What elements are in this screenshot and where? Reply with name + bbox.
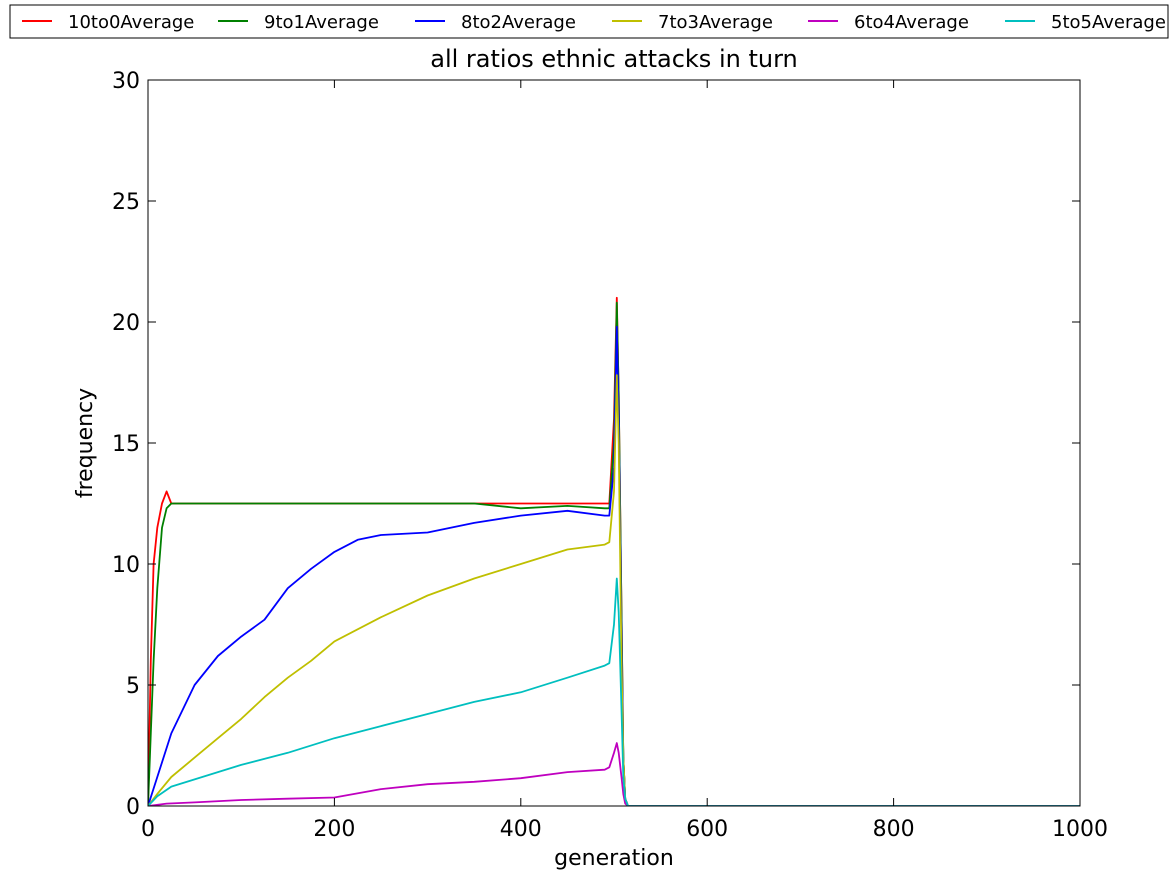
legend-label-7to3Average: 7to3Average [658,12,773,33]
y-tick-label: 20 [112,311,140,336]
y-axis-label: frequency [73,388,98,498]
legend-label-8to2Average: 8to2Average [461,12,576,33]
legend-label-9to1Average: 9to1Average [264,12,379,33]
y-tick-label: 30 [112,69,140,94]
x-tick-label: 600 [686,817,728,842]
legend-frame [9,4,1169,39]
x-axis-label: generation [554,846,674,871]
chart-title: all ratios ethnic attacks in turn [430,45,797,73]
y-tick-label: 5 [126,674,140,699]
series-layer [148,296,1080,806]
axis-ticks: 0 200 400 600 800 1000 0 5 10 15 20 25 30 [112,69,1108,842]
series-line-5to5Average [148,577,1080,806]
x-tick-label: 400 [500,817,542,842]
x-tick-label: 0 [141,817,155,842]
legend-label-5to5Average: 5to5Average [1051,12,1166,33]
x-tick-label: 200 [313,817,355,842]
x-tick-label: 1000 [1052,817,1108,842]
x-tick-label: 800 [873,817,915,842]
legend-label-10to0Average: 10to0Average [68,12,194,33]
y-tick-label: 10 [112,553,140,578]
legend: 10to0Average 9to1Average 8to2Average 7to3Av… [9,4,1169,39]
legend-label-6to4Average: 6to4Average [854,12,969,33]
y-tick-label: 0 [126,795,140,820]
y-tick-label: 25 [112,190,140,215]
y-tick-label: 15 [112,432,140,457]
series-line-6to4Average [148,742,1080,806]
